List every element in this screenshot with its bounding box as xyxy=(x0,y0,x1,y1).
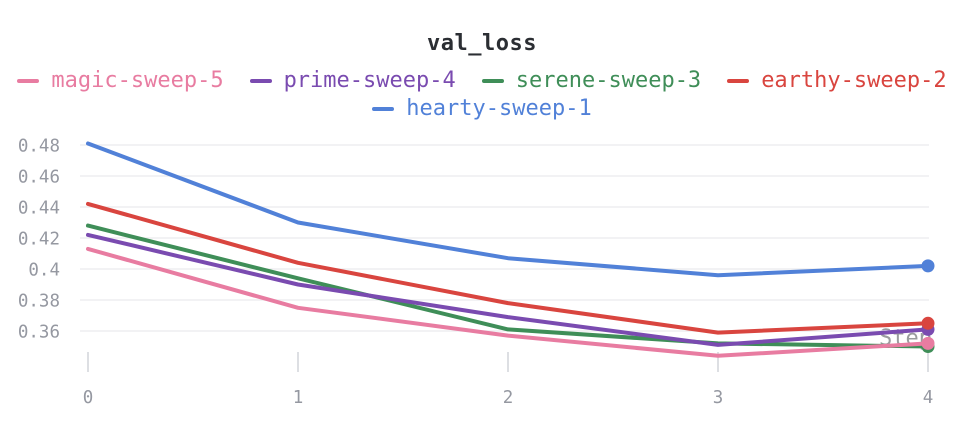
x-tick-label: 0 xyxy=(83,388,94,408)
legend-line-icon xyxy=(727,78,750,83)
legend-line-icon xyxy=(17,78,40,83)
y-tick-label: 0.44 xyxy=(18,199,60,219)
series-line-magic-sweep-5[interactable] xyxy=(86,246,930,358)
chart-legend: magic-sweep-5 prime-sweep-4 serene-sweep-3… xyxy=(0,68,964,121)
y-tick-label: 0.38 xyxy=(18,292,60,312)
y-tick-label: 0.48 xyxy=(18,137,60,157)
x-tick-label: 2 xyxy=(503,388,514,408)
legend-label: hearty-sweep-1 xyxy=(406,96,592,121)
y-tick-label: 0.36 xyxy=(18,323,60,343)
series-line-serene-sweep-3[interactable] xyxy=(86,223,930,349)
series-endpoint-earthy-sweep-2[interactable] xyxy=(921,316,935,330)
y-tick-label: 0.4 xyxy=(28,261,60,281)
series-endpoint-hearty-sweep-1[interactable] xyxy=(921,259,935,273)
legend-line-icon xyxy=(249,78,272,83)
x-tick-label: 3 xyxy=(713,388,724,408)
chart-title: val_loss xyxy=(427,31,537,56)
legend-label: prime-sweep-4 xyxy=(283,68,456,93)
legend-line-icon xyxy=(372,106,395,111)
x-tick-label: 4 xyxy=(923,388,934,408)
series-endpoint-magic-sweep-5[interactable] xyxy=(921,336,935,350)
legend-line-icon xyxy=(481,78,504,83)
series-line-hearty-sweep-1[interactable] xyxy=(86,141,930,278)
y-tick-label: 0.46 xyxy=(18,168,60,188)
legend-label: magic-sweep-5 xyxy=(51,68,224,93)
legend-label: serene-sweep-3 xyxy=(515,68,702,93)
legend-item-prime-sweep-4[interactable]: prime-sweep-4 xyxy=(249,68,456,93)
legend-item-serene-sweep-3[interactable]: serene-sweep-3 xyxy=(481,68,702,93)
series-line-earthy-sweep-2[interactable] xyxy=(86,201,930,335)
legend-item-hearty-sweep-1[interactable]: hearty-sweep-1 xyxy=(372,96,592,121)
y-tick-label: 0.42 xyxy=(18,230,60,250)
legend-item-magic-sweep-5[interactable]: magic-sweep-5 xyxy=(17,68,224,93)
legend-label: earthy-sweep-2 xyxy=(761,68,947,93)
x-tick-label: 1 xyxy=(293,388,304,408)
series-line-prime-sweep-4[interactable] xyxy=(86,232,930,347)
legend-item-earthy-sweep-2[interactable]: earthy-sweep-2 xyxy=(727,68,947,93)
